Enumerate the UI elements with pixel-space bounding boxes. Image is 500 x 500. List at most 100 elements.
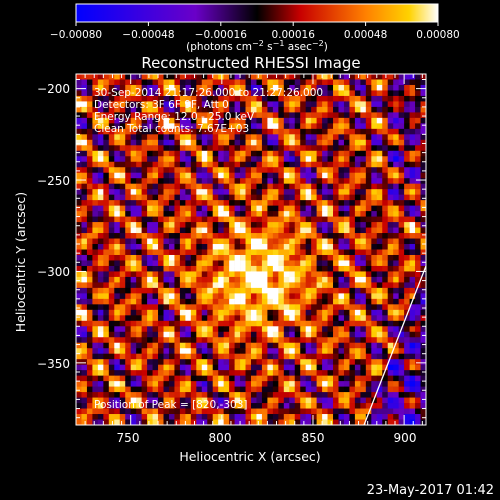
heatmap-cell [141,139,148,146]
heatmap-cell [114,331,121,338]
heatmap-cell [382,101,389,108]
heatmap-cell [251,183,257,190]
heatmap-cell [76,79,82,86]
heatmap-cell [229,392,235,398]
heatmap-cell [141,84,148,91]
heatmap-cell [245,123,252,130]
heatmap-cell [387,183,394,190]
heatmap-cell [393,320,399,327]
heatmap-cell [316,101,323,108]
heatmap-cell [147,271,153,278]
heatmap-cell [185,172,192,179]
heatmap-cell [300,178,306,184]
heatmap-cell [382,238,389,245]
heatmap-cell [223,419,230,425]
heatmap-cell [327,326,334,333]
heatmap-cell [272,74,279,80]
heatmap-cell [212,276,219,283]
heatmap-cell [365,298,372,305]
heatmap-cell [125,337,131,344]
heatmap-cell [130,167,137,174]
heatmap-cell [294,353,301,360]
heatmap-cell [229,139,235,146]
heatmap-cell [141,95,148,102]
heatmap-cell [283,309,290,316]
heatmap-cell [163,134,170,141]
heatmap-cell [294,74,301,80]
heatmap-cell [267,189,274,195]
heatmap-cell [294,222,301,228]
heatmap-cell [234,265,241,272]
heatmap-cell [382,205,389,212]
heatmap-cell [185,331,192,338]
heatmap-cell [103,408,110,415]
heatmap-cell [92,134,99,141]
heatmap-cell [240,408,246,415]
heatmap-cell [278,370,285,376]
heatmap-cell [387,112,394,119]
heatmap-cell [404,106,410,113]
heatmap-cell [256,287,263,294]
heatmap-cell [158,392,164,398]
heatmap-cell [174,106,181,113]
heatmap-cell [81,194,88,201]
heatmap-cell [382,282,389,289]
heatmap-cell [365,106,372,113]
heatmap-cell [125,320,131,327]
heatmap-cell [212,106,219,113]
heatmap-cell [86,419,93,425]
heatmap-cell [360,403,367,409]
heatmap-cell [327,84,334,91]
heatmap-cell [147,178,153,184]
heatmap-cell [272,408,279,415]
heatmap-cell [103,309,110,316]
heatmap-cell [207,101,214,108]
heatmap-cell [119,342,126,349]
heatmap-cell [338,112,345,119]
heatmap-cell [119,150,126,157]
heatmap-cell [152,189,159,195]
heatmap-cell [158,315,164,322]
heatmap-cell [333,315,339,322]
heatmap-cell [289,211,296,217]
heatmap-cell [97,348,104,355]
heatmap-cell [354,403,361,409]
heatmap-cell [343,265,350,272]
heatmap-cell [382,90,389,97]
heatmap-cell [103,101,110,108]
heatmap-cell [229,227,235,234]
heatmap-cell [223,254,230,261]
heatmap-cell [338,298,345,305]
heatmap-cell [245,167,252,174]
heatmap-cell [256,326,263,333]
heatmap-cell [272,370,279,376]
heatmap-cell [316,238,323,245]
heatmap-cell [234,95,241,102]
heatmap-cell [349,331,356,338]
heatmap-cell [327,200,334,206]
heatmap-cell [136,287,142,294]
heatmap-cell [207,254,214,261]
heatmap-cell [240,101,246,108]
heatmap-cell [179,408,186,415]
heatmap-cell [245,298,252,305]
heatmap-cell [311,342,317,349]
heatmap-cell [76,249,82,256]
heatmap-cell [130,260,137,267]
heatmap-cell [349,265,356,272]
heatmap-cell [376,139,383,146]
heatmap-cell [343,200,350,206]
heatmap-cell [168,309,175,316]
heatmap-cell [272,320,279,327]
heatmap-cell [125,298,131,305]
heatmap-cell [316,222,323,228]
heatmap-cell [229,90,235,97]
heatmap-cell [163,298,170,305]
heatmap-cell [365,293,372,300]
heatmap-cell [343,183,350,190]
heatmap-cell [136,408,142,415]
heatmap-cell [365,271,372,278]
heatmap-cell [114,106,121,113]
heatmap-cell [316,370,323,376]
heatmap-cell [404,227,410,234]
